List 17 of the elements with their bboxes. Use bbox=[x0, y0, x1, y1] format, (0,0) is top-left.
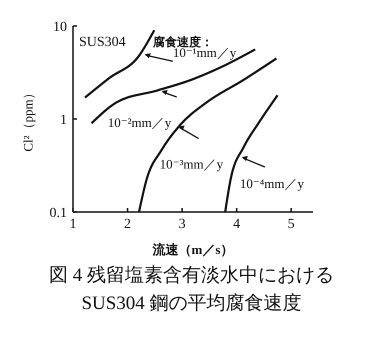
y-axis-title: Cl²（ppm） bbox=[20, 86, 36, 152]
x-tick-label: 2 bbox=[124, 216, 132, 232]
y-tick-label: 0.1 bbox=[50, 206, 67, 221]
x-tick-label: 4 bbox=[233, 216, 240, 232]
annotation: 10⁻⁴mm／y bbox=[240, 176, 305, 192]
annotation: 10⁻²mm／y bbox=[108, 115, 172, 130]
x-tick-label: 5 bbox=[288, 216, 295, 232]
y-tick-label: 1 bbox=[60, 112, 67, 128]
x-axis-title: 流速（m／s） bbox=[152, 242, 234, 257]
x-tick-label: 3 bbox=[178, 216, 186, 232]
text: 図 4 残留塩素含有淡水中における bbox=[48, 264, 335, 288]
y-tick-label: 10 bbox=[53, 20, 67, 35]
x-tick-label: 1 bbox=[70, 216, 76, 232]
annotation: 10⁻³mm／y bbox=[160, 156, 224, 172]
text: SUS304 鋼の平均腐食速度 bbox=[80, 292, 303, 316]
annotation: 腐食速度： bbox=[152, 35, 213, 49]
annotation: SUS304 bbox=[79, 35, 126, 50]
